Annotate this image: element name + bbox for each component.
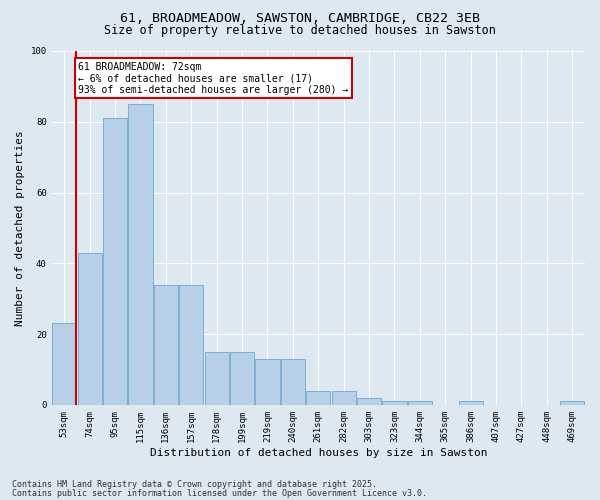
Bar bbox=[408, 402, 432, 405]
Text: 61, BROADMEADOW, SAWSTON, CAMBRIDGE, CB22 3EB: 61, BROADMEADOW, SAWSTON, CAMBRIDGE, CB2… bbox=[120, 12, 480, 26]
Bar bbox=[256, 359, 280, 405]
Bar bbox=[77, 252, 102, 405]
Bar bbox=[281, 359, 305, 405]
Text: Contains public sector information licensed under the Open Government Licence v3: Contains public sector information licen… bbox=[12, 489, 427, 498]
Bar bbox=[560, 402, 584, 405]
Bar bbox=[128, 104, 152, 405]
Bar bbox=[179, 284, 203, 405]
X-axis label: Distribution of detached houses by size in Sawston: Distribution of detached houses by size … bbox=[149, 448, 487, 458]
Bar bbox=[154, 284, 178, 405]
Bar bbox=[382, 402, 407, 405]
Y-axis label: Number of detached properties: Number of detached properties bbox=[15, 130, 25, 326]
Bar bbox=[332, 390, 356, 405]
Bar bbox=[357, 398, 381, 405]
Bar bbox=[230, 352, 254, 405]
Bar bbox=[52, 324, 76, 405]
Bar bbox=[458, 402, 483, 405]
Text: 61 BROADMEADOW: 72sqm
← 6% of detached houses are smaller (17)
93% of semi-detac: 61 BROADMEADOW: 72sqm ← 6% of detached h… bbox=[78, 62, 349, 95]
Text: Contains HM Land Registry data © Crown copyright and database right 2025.: Contains HM Land Registry data © Crown c… bbox=[12, 480, 377, 489]
Text: Size of property relative to detached houses in Sawston: Size of property relative to detached ho… bbox=[104, 24, 496, 37]
Bar bbox=[103, 118, 127, 405]
Bar bbox=[306, 390, 331, 405]
Bar bbox=[205, 352, 229, 405]
